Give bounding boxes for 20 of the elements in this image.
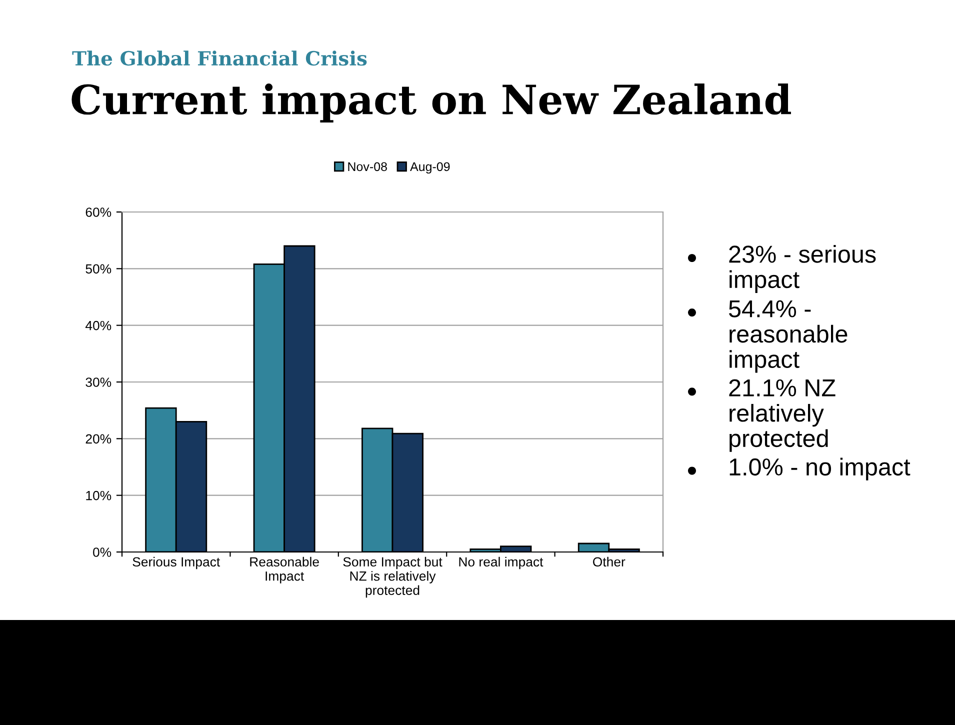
x-tick-label: Reasonable Impact (250, 556, 319, 584)
x-tick-label: Serious Impact (132, 556, 220, 570)
x-tick-label: Some Impact but NZ is relatively protected (343, 556, 442, 598)
chart-title: Current impact on New Zealand (72, 84, 791, 122)
y-tick-label: 0% (93, 548, 112, 557)
legend-label: Nov-08 (348, 162, 387, 172)
y-tick-label: 30% (86, 378, 112, 387)
y-tick-label: 50% (86, 264, 112, 274)
x-tick-label: Other (593, 556, 626, 567)
chart-subtitle: The Global Financial Crisis (72, 50, 367, 66)
y-tick-label: 20% (86, 434, 112, 444)
legend-label: Aug-09 (410, 162, 450, 174)
text: 1.0% - no impact (730, 458, 910, 480)
y-tick-label: 60% (86, 208, 112, 217)
x-tick-label: No real impact (459, 556, 544, 570)
text: 21.1% NZ relatively protected (729, 379, 836, 452)
text: 23% - serious impact (729, 245, 876, 293)
y-tick-label: 40% (85, 320, 112, 330)
text: 54.4% - reasonable impact (728, 300, 848, 373)
y-tick-label: 10% (86, 490, 112, 500)
